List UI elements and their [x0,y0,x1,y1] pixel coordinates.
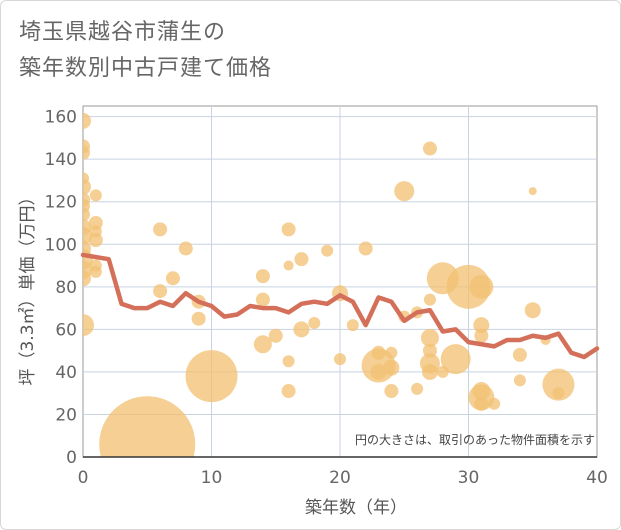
x-tick-label: 20 [329,468,351,488]
bubble-point [512,347,527,362]
bubble-point [422,141,437,156]
bubble-point [282,355,295,368]
bubble-point [293,321,310,338]
bubble-point [423,293,436,306]
bubble-point [358,241,373,256]
bubble-point [552,387,565,400]
bubble-point [334,353,346,366]
bubble-point [473,317,490,334]
y-tick-label: 140 [45,150,77,170]
y-tick-label: 40 [55,363,77,383]
y-tick-label: 120 [45,193,77,213]
bubble-point [440,344,471,375]
bubble-point [253,335,272,354]
bubble-point [191,311,206,326]
size-legend-note: 円の大きさは、取引のあった物件面積を示す [355,432,595,447]
bubble-point [528,187,537,196]
axes: 0 20 40 60 80 100 120 140 160 0 10 20 30 40 [45,108,608,488]
trend-line-group [80,252,600,360]
bubble-point [488,397,501,410]
y-tick-label: 100 [45,235,77,255]
bubble-point [420,328,439,347]
bubble-point [308,316,321,329]
bubble-point [83,178,91,195]
bubble-point [411,382,424,395]
bubble-point [421,363,438,380]
y-tick-label: 0 [66,448,77,468]
bubble-point [185,350,238,403]
trend-line [80,252,600,360]
bubble-point [384,384,399,399]
y-tick-label: 20 [55,405,77,425]
y-axis-label: 坪（3.3㎡）単価（万円） [18,188,38,385]
x-tick-label: 10 [201,468,223,488]
bubble-point [99,396,196,457]
chart-title-line-1: 埼玉県越谷市蒲生の [19,20,227,45]
bubble-point [88,233,103,248]
x-tick-label: 30 [458,468,480,488]
bubble-point [83,112,91,129]
bubble-point [542,368,575,401]
bubble-point [255,292,270,307]
bubble-point [281,222,296,237]
x-tick-label: 40 [586,468,608,488]
bubble-point [394,181,415,202]
bubble-point [153,284,168,299]
bubble-point [178,241,193,256]
bubble-point [88,216,103,230]
chart-title: 埼玉県越谷市蒲生の 築年数別中古戸建て価格 [19,15,272,87]
bubble-point [89,265,102,278]
bubble-point [385,346,398,359]
bubble-point [255,269,270,284]
y-tick-label: 60 [55,320,77,340]
bubble-point [524,302,541,319]
y-tick-label: 80 [55,278,77,298]
bubble-point [383,359,400,376]
bubble-point [474,396,489,411]
bubble-point [513,374,526,387]
bubble-point [89,189,102,202]
x-axis-label: 築年数（年） [305,498,407,518]
bubble-point [370,363,387,380]
bubble-point [83,270,91,287]
bubble-point [321,244,334,257]
bubble-point [83,145,90,160]
bubble-point [83,207,90,222]
bubble-point [83,314,94,337]
bubble-point [165,271,180,286]
bubble-point [153,222,168,237]
bubble-point [283,260,294,271]
x-tick-label: 0 [78,468,89,488]
chart-title-line-2: 築年数別中古戸建て価格 [19,56,273,81]
bubble-point [474,328,489,343]
bubble-point [268,328,283,343]
y-tick-label: 160 [45,108,77,128]
bubble-point [281,384,296,399]
bubble-point [294,252,309,267]
bubble-point [469,274,494,299]
bubble-point [346,319,359,332]
